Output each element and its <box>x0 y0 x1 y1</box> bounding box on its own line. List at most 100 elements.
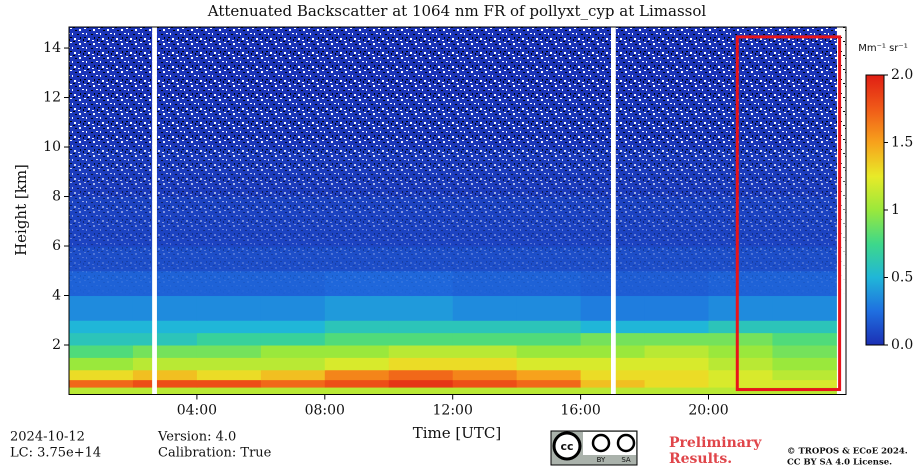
heatmap-cell <box>69 345 134 358</box>
heatmap-cell <box>708 332 773 346</box>
heatmap-cell <box>196 345 262 358</box>
colorbar-tick-label: 1.5 <box>891 135 913 151</box>
y-tick-label: 10 <box>43 139 61 155</box>
heatmap-cell <box>452 320 518 334</box>
heatmap-cell <box>708 320 773 334</box>
colorbar-label: Mm⁻¹ sr⁻¹ <box>858 43 907 54</box>
heatmap-cell <box>132 387 198 395</box>
heatmap-cell <box>644 357 710 371</box>
heatmap-cell <box>644 387 710 395</box>
heatmap-cell <box>260 357 326 371</box>
heatmap-cell <box>260 387 326 395</box>
heatmap-cell <box>324 357 390 371</box>
heatmap-cell <box>772 379 837 388</box>
cc-text: cc <box>560 440 573 453</box>
heatmap-cell <box>132 345 198 358</box>
calibration: Calibration: True <box>158 446 272 461</box>
by-icon <box>591 433 611 453</box>
heatmap-cell <box>388 345 454 358</box>
heatmap-cell <box>516 387 582 395</box>
heatmap-cell <box>69 369 134 381</box>
heatmap-cell <box>516 320 582 334</box>
heatmap-cell <box>69 295 134 321</box>
heatmap-cell <box>644 320 710 334</box>
chart-title: Attenuated Backscatter at 1064 nm FR of … <box>207 2 707 20</box>
heatmap-cell <box>772 320 837 334</box>
heatmap-cell <box>132 320 198 334</box>
sa-icon <box>616 433 636 453</box>
x-axis-label: Time [UTC] <box>413 424 502 442</box>
heatmap-cell <box>260 369 326 381</box>
heatmap-cell <box>772 357 837 371</box>
heatmap-cell <box>708 295 773 321</box>
heatmap-cell <box>324 320 390 334</box>
x-tick-label: 20:00 <box>688 403 728 419</box>
y-tick-label: 12 <box>43 90 61 106</box>
copyright: © TROPOS & ECoE 2024. <box>787 447 908 457</box>
heatmap-cell <box>452 332 518 346</box>
lc: LC: 3.75e+14 <box>10 446 101 461</box>
colorbar-tick-label: 0.5 <box>891 270 913 286</box>
heatmap-cell <box>772 295 837 321</box>
heatmap-cell <box>132 357 198 371</box>
heatmap-cell <box>196 379 262 388</box>
heatmap-cell <box>772 369 837 381</box>
heatmap-cell <box>772 332 837 346</box>
heatmap-cell <box>644 295 710 321</box>
heatmap-cell <box>196 295 262 321</box>
heatmap-cell <box>196 387 262 395</box>
x-tick-label: 08:00 <box>305 403 345 419</box>
heatmap-cell <box>196 357 262 371</box>
heatmap-cell <box>452 379 518 388</box>
heatmap-cell <box>324 295 390 321</box>
heatmap-cell <box>132 369 198 381</box>
heatmap-cell <box>516 295 582 321</box>
colorbar-tick-label: 1 <box>891 202 900 218</box>
version: Version: 4.0 <box>157 430 236 445</box>
heatmap-cell <box>388 357 454 371</box>
heatmap-cell <box>69 320 134 334</box>
copyright: CC BY SA 4.0 License. <box>787 458 892 468</box>
heatmap-cell <box>388 332 454 346</box>
heatmap-cell <box>69 357 134 371</box>
license-badge: cc BY SA <box>550 430 638 466</box>
heatmap-cell <box>324 345 390 358</box>
heatmap-cell <box>644 379 710 388</box>
badge-sa: SA <box>621 456 631 464</box>
x-tick-label: 16:00 <box>560 403 600 419</box>
colorbar <box>865 74 885 346</box>
heatmap-cell <box>388 295 454 321</box>
y-tick-label: 2 <box>52 337 61 353</box>
heatmap-cell <box>196 369 262 381</box>
x-tick-label: 12:00 <box>433 403 473 419</box>
heatmap-cell <box>324 379 390 388</box>
heatmap-cell <box>132 332 198 346</box>
heatmap-cell <box>260 320 326 334</box>
y-tick-label: 4 <box>52 288 61 304</box>
date: 2024-10-12 <box>10 430 85 445</box>
heatmap-cell <box>388 320 454 334</box>
heatmap-cell <box>708 369 773 381</box>
plot-frame <box>68 26 847 395</box>
heatmap-cell <box>452 345 518 358</box>
y-axis-label: Height [km] <box>12 164 30 256</box>
x-tick-label: 04:00 <box>177 403 217 419</box>
heatmap-cell <box>324 387 390 395</box>
cc-icon <box>552 431 582 461</box>
heatmap-cell <box>260 295 326 321</box>
heatmap-cell <box>708 379 773 388</box>
heatmap-cell <box>260 345 326 358</box>
heatmap-cell <box>452 295 518 321</box>
heatmap-cell <box>516 345 582 358</box>
colorbar-tick-label: 2.0 <box>891 67 913 83</box>
heatmap-cell <box>69 379 134 388</box>
heatmap-cell <box>69 332 134 346</box>
y-tick-label: 6 <box>52 238 61 254</box>
heatmap-cell <box>644 369 710 381</box>
heatmap-cell <box>260 332 326 346</box>
y-tick-label: 14 <box>43 40 61 56</box>
heatmap-cell <box>452 357 518 371</box>
noise-texture <box>69 27 846 297</box>
badge-by: BY <box>597 456 606 464</box>
